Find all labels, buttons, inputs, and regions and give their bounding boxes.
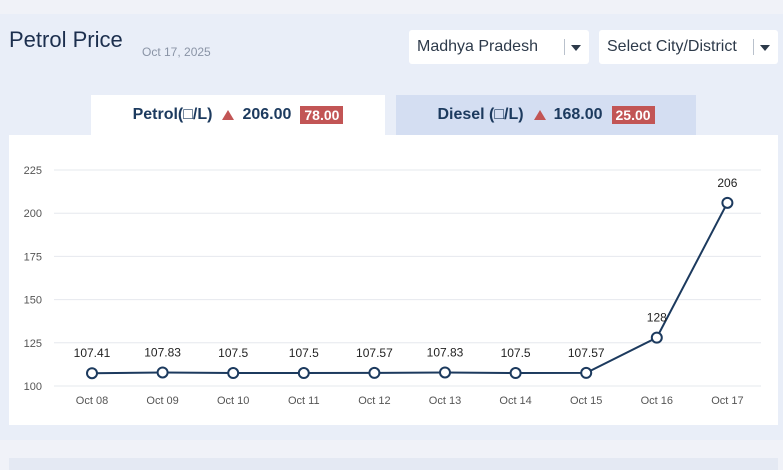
tab-diesel-price: 168.00 bbox=[553, 106, 603, 123]
data-label: 107.41 bbox=[74, 346, 111, 360]
tab-diesel-label: Diesel (□/L) bbox=[437, 106, 524, 123]
y-tick-label: 225 bbox=[24, 165, 42, 177]
data-label: 107.57 bbox=[568, 346, 605, 360]
petrol-change-badge: 78.00 bbox=[300, 106, 344, 124]
data-point bbox=[439, 366, 451, 379]
price-line-chart: 100 125 150 175 200 225 Oct 08 Oct 09 Oct 10 Oct … bbox=[24, 165, 761, 407]
city-select-placeholder: Select City/District bbox=[607, 38, 737, 55]
tab-petrol[interactable]: Petrol(□/L) 206.00 78.00 bbox=[91, 95, 385, 135]
select-divider bbox=[564, 39, 565, 55]
triangle-up-icon bbox=[533, 110, 546, 120]
data-label: 128 bbox=[647, 311, 667, 325]
x-tick-label: Oct 12 bbox=[358, 395, 390, 407]
data-label: 107.5 bbox=[289, 346, 319, 360]
y-tick-label: 150 bbox=[24, 295, 42, 307]
data-label: 107.57 bbox=[356, 346, 393, 360]
tab-petrol-label: Petrol(□/L) bbox=[132, 106, 213, 123]
x-tick-label: Oct 15 bbox=[570, 395, 602, 407]
diesel-change-badge: 25.00 bbox=[611, 106, 655, 124]
data-label: 206 bbox=[717, 176, 737, 190]
data-point bbox=[509, 367, 522, 380]
data-label: 107.5 bbox=[218, 346, 248, 360]
city-select[interactable]: Select City/District bbox=[599, 30, 778, 64]
state-select-value: Madhya Pradesh bbox=[417, 38, 538, 55]
chart-panel: 100 125 150 175 200 225 Oct 08 Oct 09 Oct 10 Oct … bbox=[9, 135, 778, 425]
chevron-down-icon bbox=[571, 45, 581, 51]
data-point bbox=[227, 367, 240, 380]
triangle-up-icon bbox=[222, 110, 235, 120]
data-point bbox=[650, 331, 663, 344]
x-tick-label: Oct 17 bbox=[711, 395, 743, 407]
x-tick-label: Oct 09 bbox=[146, 395, 178, 407]
page-title: Petrol Price bbox=[9, 27, 123, 52]
tab-petrol-price: 206.00 bbox=[242, 106, 292, 123]
price-date: Oct 17, 2025 bbox=[142, 45, 211, 59]
y-tick-label: 175 bbox=[24, 251, 42, 263]
data-label: 107.83 bbox=[144, 345, 181, 359]
x-tick-label: Oct 11 bbox=[288, 395, 320, 407]
data-point bbox=[721, 196, 734, 209]
data-point bbox=[86, 367, 98, 380]
data-label: 107.83 bbox=[427, 345, 464, 359]
data-point bbox=[156, 366, 169, 379]
series-line bbox=[91, 202, 729, 375]
y-tick-label: 200 bbox=[24, 208, 42, 220]
x-tick-label: Oct 08 bbox=[76, 395, 108, 407]
x-tick-label: Oct 10 bbox=[217, 395, 249, 407]
next-card-edge bbox=[9, 458, 778, 470]
data-point bbox=[580, 366, 593, 379]
data-point bbox=[368, 366, 381, 379]
select-divider bbox=[753, 39, 754, 55]
x-tick-label: Oct 13 bbox=[429, 395, 461, 407]
chevron-down-icon bbox=[760, 45, 770, 51]
state-select[interactable]: Madhya Pradesh bbox=[409, 30, 589, 64]
data-label: 107.5 bbox=[501, 346, 531, 360]
x-tick-label: Oct 14 bbox=[499, 395, 531, 407]
y-tick-label: 100 bbox=[24, 381, 42, 393]
data-point bbox=[297, 367, 310, 380]
tab-diesel[interactable]: Diesel (□/L) 168.00 25.00 bbox=[396, 95, 696, 135]
y-tick-label: 125 bbox=[24, 338, 42, 350]
x-tick-label: Oct 16 bbox=[641, 395, 673, 407]
